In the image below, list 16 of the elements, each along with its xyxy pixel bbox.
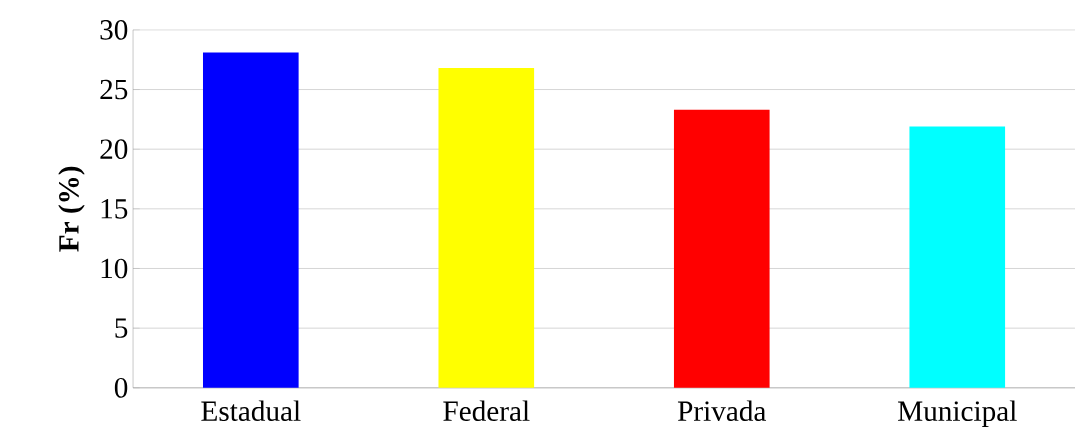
y-tick-label: 15 [101, 198, 128, 219]
x-tick-label: Estadual [201, 400, 301, 421]
y-tick-label: 30 [100, 19, 128, 40]
bar [909, 126, 1006, 388]
bar [673, 109, 770, 388]
x-tick-label: Municipal [898, 400, 1017, 427]
x-tick-label: Privada [677, 400, 767, 421]
y-tick-label: 25 [100, 79, 128, 100]
y-tick-label: 20 [100, 139, 128, 159]
y-axis-title: Fr (%) [58, 166, 85, 252]
y-tick-label: 10 [101, 258, 128, 279]
bar [438, 67, 535, 388]
y-tick-label: 0 [114, 377, 128, 398]
bar [202, 52, 299, 388]
x-tick-label: Federal [443, 400, 530, 421]
y-tick-label: 5 [115, 318, 128, 338]
